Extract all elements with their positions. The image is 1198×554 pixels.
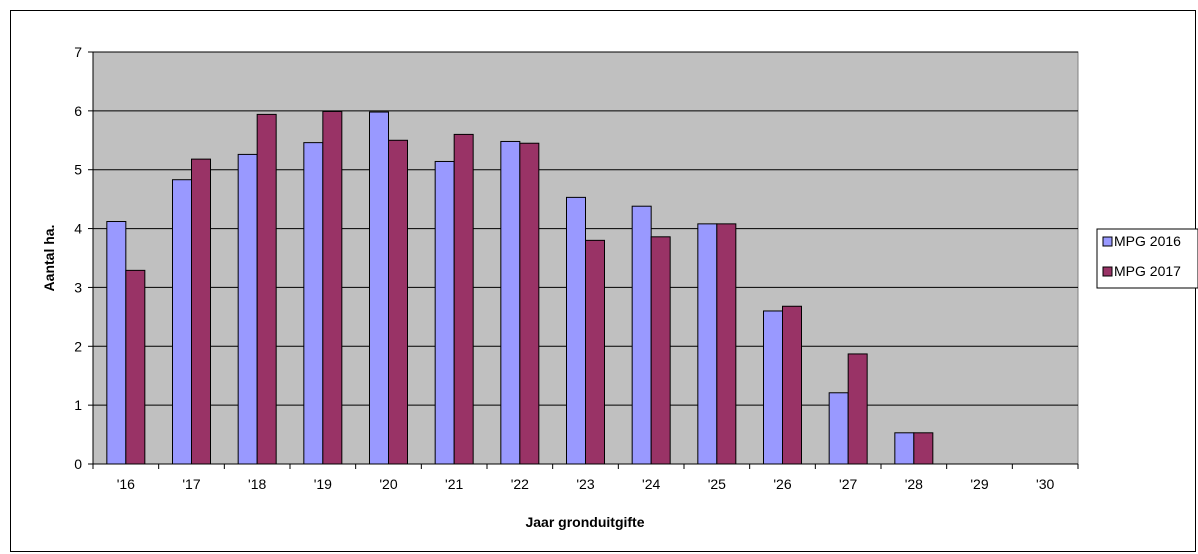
bar-mpg-2017-11 bbox=[847, 353, 868, 465]
bar-mpg-2017-5 bbox=[453, 133, 474, 465]
bar-mpg-2016-7 bbox=[566, 196, 586, 465]
bar-mpg-2016-10 bbox=[763, 310, 783, 465]
legend-box bbox=[1096, 228, 1198, 289]
bar-mpg-2017-2 bbox=[256, 113, 277, 465]
x-tick-label: '25 bbox=[708, 476, 726, 492]
bar-mpg-2017-0 bbox=[125, 269, 146, 465]
bar-mpg-2017-10 bbox=[782, 305, 802, 465]
y-axis-title: Aantal ha. bbox=[41, 225, 57, 292]
y-tick-label: 7 bbox=[74, 44, 82, 60]
y-tick-labels: 0 1 2 3 4 5 6 7 bbox=[74, 44, 82, 472]
bar-mpg-2017-1 bbox=[191, 158, 211, 465]
bar-mpg-2016-3 bbox=[303, 142, 324, 465]
bar-mpg-2016-11 bbox=[828, 392, 849, 465]
x-tick-label: '27 bbox=[839, 476, 857, 492]
bar-mpg-2016-1 bbox=[172, 179, 192, 465]
bar-mpg-2017-12 bbox=[913, 432, 934, 465]
y-tick-label: 0 bbox=[74, 456, 82, 472]
bar-mpg-2017-3 bbox=[322, 110, 343, 465]
bar-mpg-2016-6 bbox=[500, 140, 521, 465]
y-tick-label: 1 bbox=[74, 397, 82, 413]
x-tick-labels: '16 '17 '18 '19 '20 '21 '22 '23 '24 '25 '26 '27 '28 '… bbox=[117, 476, 1055, 492]
bar-mpg-2016-8 bbox=[631, 205, 652, 465]
x-tick-label: '26 bbox=[773, 476, 791, 492]
x-tick-label: '16 bbox=[117, 476, 135, 492]
x-tick-label: '21 bbox=[445, 476, 463, 492]
y-tick-label: 3 bbox=[74, 279, 82, 295]
bar-mpg-2016-9 bbox=[697, 223, 718, 465]
x-tick-label: '28 bbox=[905, 476, 923, 492]
bar-mpg-2017-9 bbox=[716, 223, 737, 465]
axes bbox=[88, 51, 1079, 469]
x-tick-label: '20 bbox=[379, 476, 397, 492]
bar-mpg-2016-0 bbox=[106, 221, 127, 465]
x-tick-label: '17 bbox=[182, 476, 200, 492]
x-tick-label: '29 bbox=[970, 476, 988, 492]
x-tick-label: '18 bbox=[248, 476, 266, 492]
y-tick-label: 2 bbox=[74, 338, 82, 354]
legend-swatch-mpg-2017 bbox=[1102, 266, 1113, 277]
x-tick-label: '22 bbox=[511, 476, 529, 492]
bar-mpg-2017-7 bbox=[585, 239, 605, 465]
x-tick-label: '30 bbox=[1036, 476, 1054, 492]
y-tick-label: 4 bbox=[74, 221, 82, 237]
x-tick-label: '23 bbox=[576, 476, 594, 492]
bar-mpg-2017-8 bbox=[650, 236, 671, 465]
bar-mpg-2016-4 bbox=[369, 111, 389, 465]
x-axis-title: Jaar gronduitgifte bbox=[525, 514, 644, 530]
x-tick-label: '24 bbox=[642, 476, 660, 492]
legend-swatch-mpg-2016 bbox=[1102, 236, 1113, 247]
legend: MPG 2016 MPG 2017 bbox=[1096, 228, 1198, 289]
legend-label-mpg-2016: MPG 2016 bbox=[1114, 233, 1181, 249]
y-tick-label: 5 bbox=[74, 162, 82, 178]
bar-mpg-2017-6 bbox=[519, 142, 540, 465]
bar-mpg-2017-4 bbox=[388, 139, 408, 465]
bar-mpg-2016-5 bbox=[434, 160, 455, 465]
y-tick-label: 6 bbox=[74, 103, 82, 119]
bar-mpg-2016-2 bbox=[237, 153, 258, 465]
x-tick-label: '19 bbox=[314, 476, 332, 492]
bars bbox=[106, 110, 934, 465]
legend-label-mpg-2017: MPG 2017 bbox=[1114, 263, 1181, 279]
bar-mpg-2016-12 bbox=[894, 432, 915, 465]
